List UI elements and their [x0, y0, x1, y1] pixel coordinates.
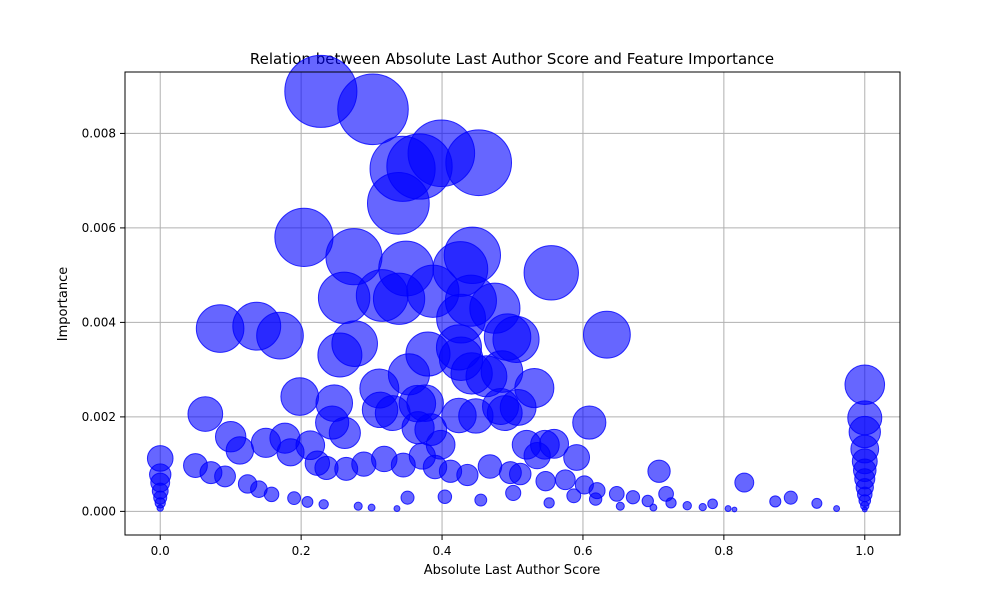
data-point	[647, 459, 671, 483]
y-tick-label: 0.000	[82, 504, 116, 518]
data-point	[707, 498, 718, 510]
data-point	[535, 470, 556, 492]
data-point	[317, 271, 371, 325]
data-point	[861, 506, 868, 513]
data-point	[698, 502, 707, 512]
data-point	[256, 311, 304, 360]
data-point	[263, 486, 280, 503]
data-point	[337, 73, 409, 146]
data-point	[724, 505, 732, 513]
data-point	[833, 505, 841, 513]
data-point	[811, 497, 823, 509]
x-axis-label: Absolute Last Author Score	[424, 563, 600, 578]
data-point	[566, 488, 582, 504]
data-point	[274, 207, 334, 267]
y-axis-label: Importance	[56, 267, 71, 342]
data-point	[530, 429, 560, 460]
data-point	[477, 454, 503, 479]
data-point	[682, 501, 692, 511]
data-point	[563, 444, 591, 471]
data-point	[287, 491, 301, 506]
x-tick-label: 0.6	[573, 544, 592, 558]
x-tick-label: 0.2	[292, 544, 311, 558]
data-point	[615, 501, 625, 511]
y-tick-label: 0.004	[82, 315, 116, 329]
data-point	[734, 472, 755, 493]
x-tick-label: 0.0	[151, 544, 170, 558]
data-point	[318, 499, 329, 510]
data-point	[400, 490, 415, 505]
data-point	[156, 504, 164, 512]
data-point	[225, 436, 255, 465]
data-point	[474, 493, 488, 507]
y-tick-label: 0.008	[82, 126, 116, 140]
data-point	[769, 495, 782, 508]
data-points	[146, 54, 886, 513]
y-tick-label: 0.002	[82, 410, 116, 424]
chart-title: Relation between Absolute Last Author Sc…	[250, 50, 774, 68]
data-point	[583, 310, 631, 359]
data-point	[353, 501, 363, 511]
x-tick-label: 0.8	[714, 544, 733, 558]
data-point	[543, 497, 555, 509]
data-point	[641, 494, 654, 508]
data-point	[608, 486, 625, 502]
data-point	[317, 332, 363, 378]
data-point	[554, 469, 576, 491]
data-point	[367, 503, 376, 512]
x-tick-label: 0.4	[432, 544, 451, 558]
y-tick-label: 0.006	[82, 221, 116, 235]
axis-ticks: 0.0 0.2 0.4 0.6 0.8 1.0 0.000 0.002 0.004 0.006 0.…	[82, 126, 875, 558]
data-point	[731, 506, 738, 513]
data-point	[393, 505, 401, 513]
data-point	[588, 492, 603, 506]
data-point	[523, 245, 579, 301]
data-point	[625, 490, 641, 505]
data-point	[374, 395, 411, 432]
data-point	[505, 484, 522, 502]
x-tick-label: 1.0	[855, 544, 874, 558]
data-point	[280, 377, 320, 416]
data-point	[783, 490, 798, 505]
data-point	[214, 465, 236, 488]
data-point	[328, 416, 361, 450]
data-point	[509, 462, 532, 486]
data-point	[572, 405, 607, 440]
data-point	[437, 489, 453, 504]
data-point	[844, 364, 886, 406]
data-point	[301, 496, 314, 508]
data-point	[187, 396, 224, 432]
data-point	[366, 171, 430, 235]
data-point	[456, 463, 479, 487]
data-point	[658, 486, 674, 502]
data-point	[486, 395, 523, 432]
plot-frame	[124, 71, 901, 536]
data-point	[649, 503, 658, 512]
